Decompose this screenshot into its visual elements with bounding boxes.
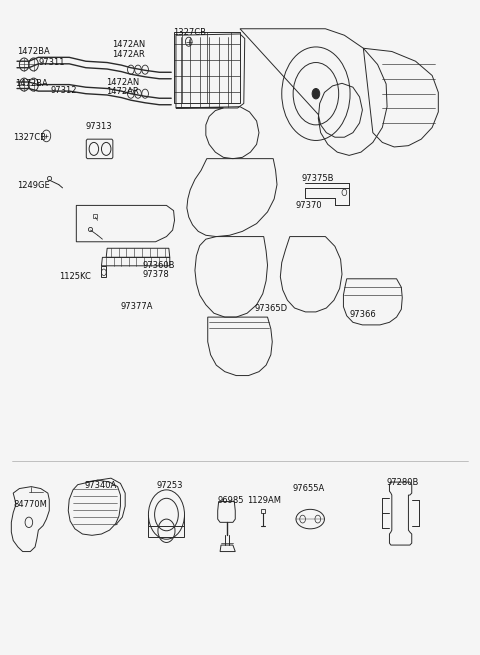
Text: 97360B: 97360B (143, 261, 175, 270)
Text: 97655A: 97655A (292, 484, 324, 493)
Text: 97280B: 97280B (386, 477, 419, 487)
Text: 1125KC: 1125KC (59, 272, 91, 282)
Text: 1472BA: 1472BA (14, 79, 48, 88)
Text: 1472AR: 1472AR (106, 86, 139, 96)
Text: 97313: 97313 (86, 122, 112, 130)
Text: 1249GE: 1249GE (17, 181, 50, 191)
Text: 97378: 97378 (143, 270, 169, 279)
Text: 96985: 96985 (217, 496, 244, 505)
Text: 97366: 97366 (349, 310, 376, 319)
Text: 97375B: 97375B (301, 174, 334, 183)
Text: 1472BA: 1472BA (17, 47, 50, 56)
Text: 1129AM: 1129AM (248, 496, 282, 505)
Text: 97377A: 97377A (120, 301, 153, 310)
Text: 97370: 97370 (296, 201, 323, 210)
Text: 97365D: 97365D (254, 303, 288, 312)
Text: 1327CB: 1327CB (13, 134, 46, 142)
Text: 97253: 97253 (157, 481, 183, 491)
Text: 84770M: 84770M (13, 500, 47, 509)
Text: 97312: 97312 (50, 86, 77, 95)
Text: 1472AN: 1472AN (106, 77, 140, 86)
Text: 1327CB: 1327CB (174, 28, 206, 37)
Text: 1472AR: 1472AR (112, 50, 144, 58)
Text: 97311: 97311 (38, 58, 65, 67)
Text: 97340A: 97340A (84, 481, 117, 491)
Circle shape (312, 88, 320, 99)
Text: 1472AN: 1472AN (112, 41, 145, 50)
